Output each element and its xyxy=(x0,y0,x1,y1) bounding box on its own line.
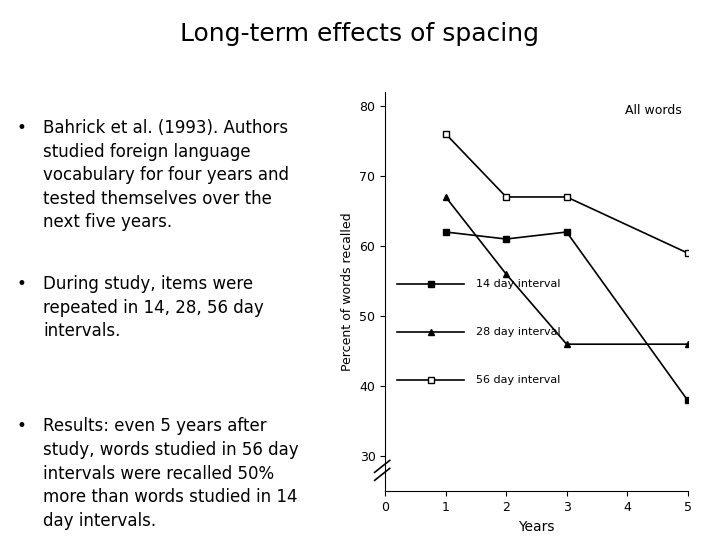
Text: 56 day interval: 56 day interval xyxy=(476,375,560,384)
Text: •: • xyxy=(17,275,27,293)
Text: Results: even 5 years after
study, words studied in 56 day
intervals were recall: Results: even 5 years after study, words… xyxy=(43,417,299,530)
Text: Long-term effects of spacing: Long-term effects of spacing xyxy=(181,22,539,45)
Text: •: • xyxy=(17,417,27,435)
Text: Bahrick et al. (1993). Authors
studied foreign language
vocabulary for four year: Bahrick et al. (1993). Authors studied f… xyxy=(43,119,289,232)
Text: During study, items were
repeated in 14, 28, 56 day
intervals.: During study, items were repeated in 14,… xyxy=(43,275,264,340)
X-axis label: Years: Years xyxy=(518,519,554,534)
Text: 28 day interval: 28 day interval xyxy=(476,327,561,336)
Text: •: • xyxy=(17,119,27,137)
Text: 14 day interval: 14 day interval xyxy=(476,279,560,288)
Text: All words: All words xyxy=(625,104,682,117)
Y-axis label: Percent of words recalled: Percent of words recalled xyxy=(341,212,354,371)
